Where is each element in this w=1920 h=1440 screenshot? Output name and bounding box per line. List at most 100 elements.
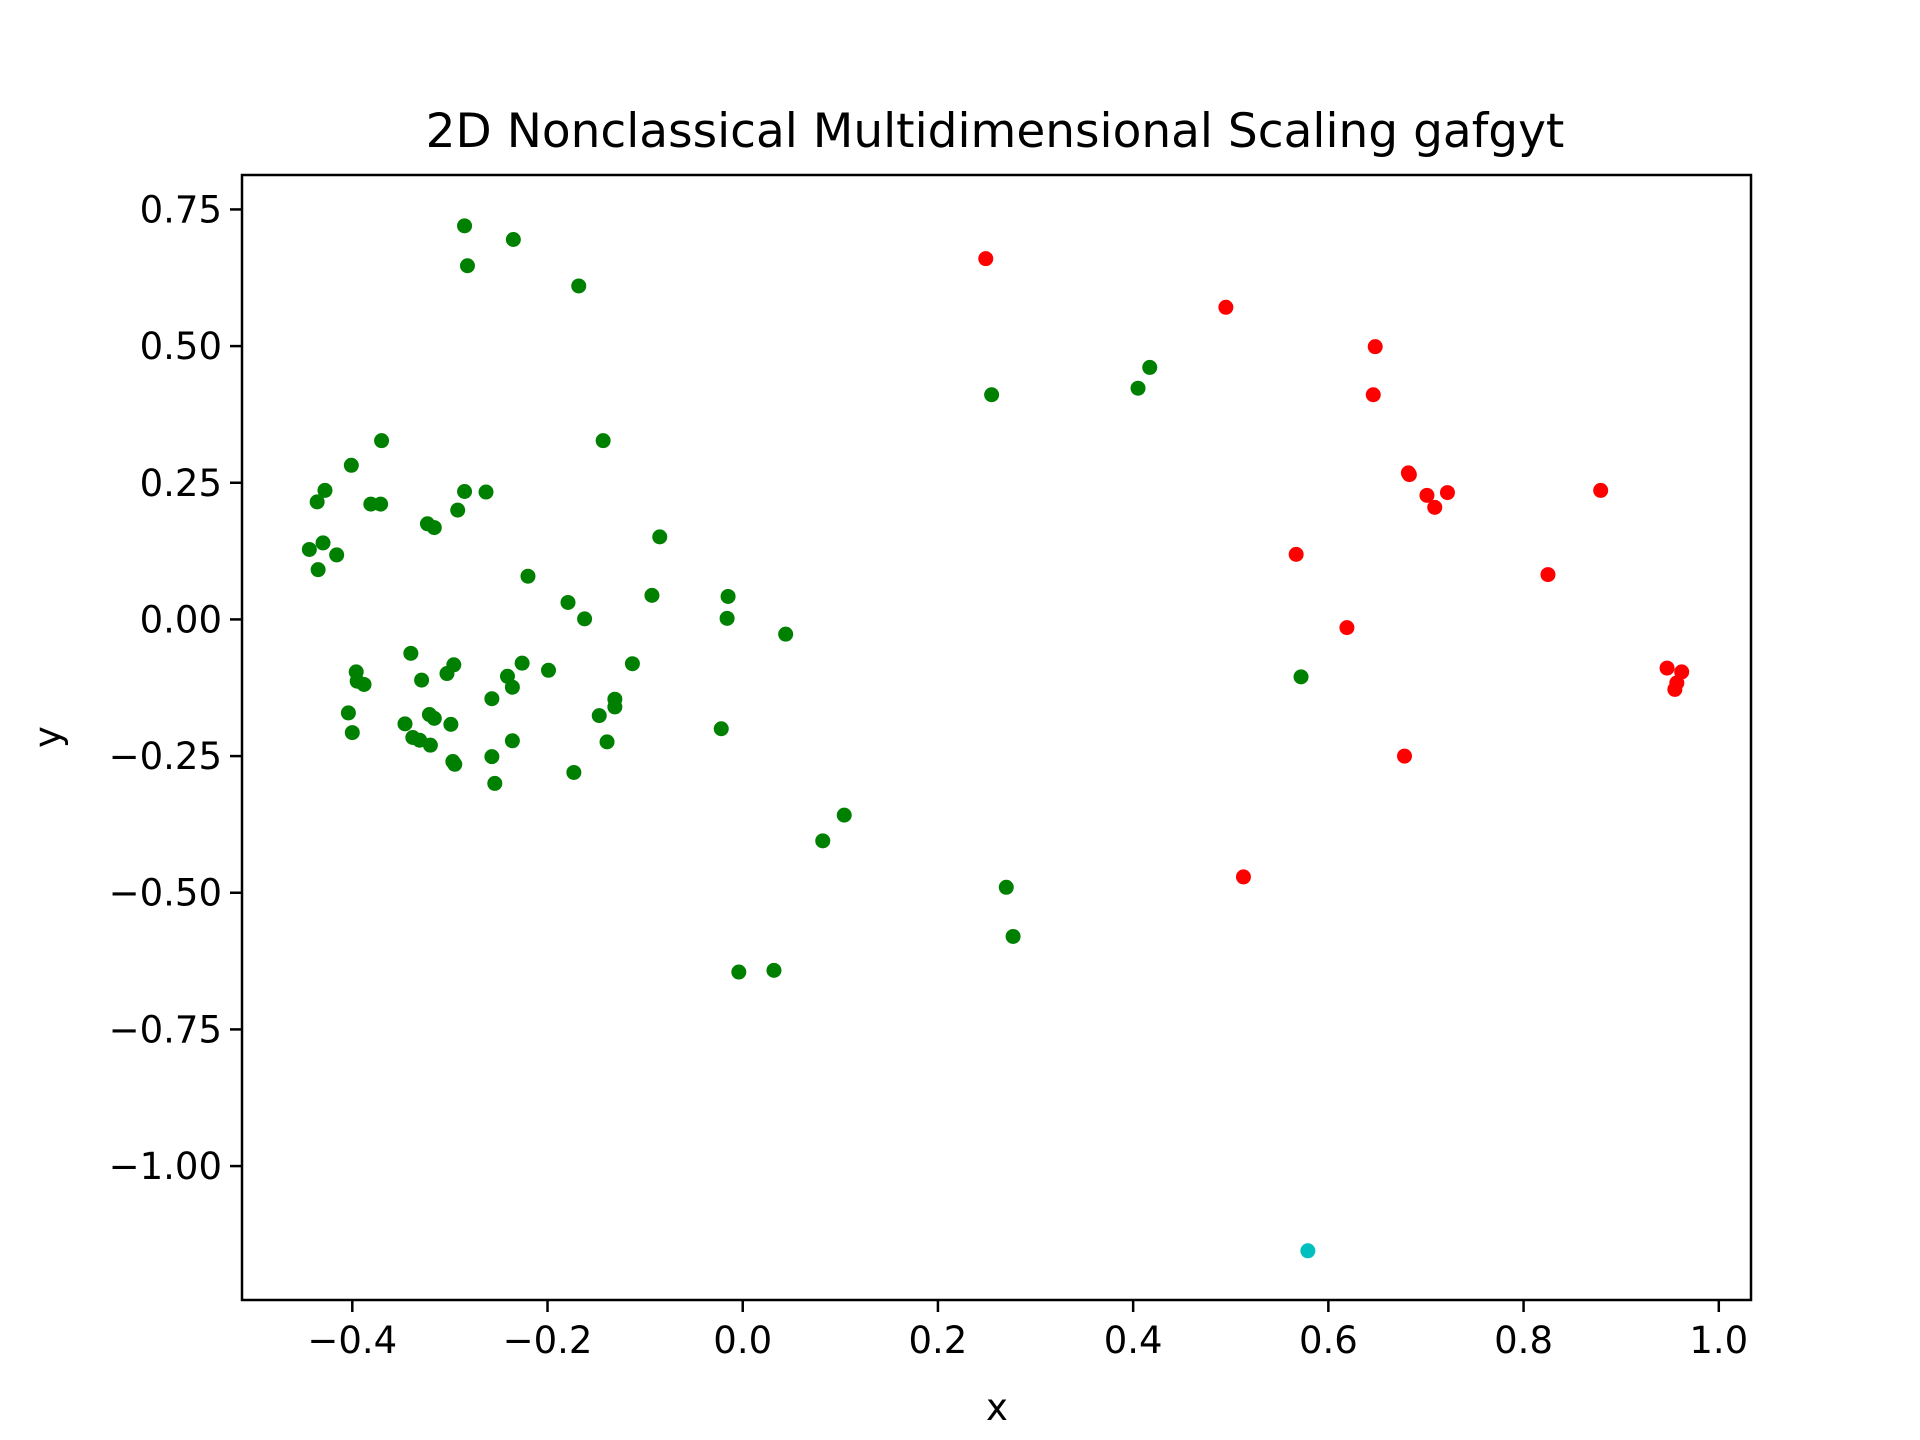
data-point <box>1339 620 1355 636</box>
data-point <box>998 879 1014 895</box>
data-point <box>457 218 473 234</box>
data-point <box>317 482 333 498</box>
data-point <box>344 725 360 741</box>
data-point <box>836 807 852 823</box>
y-tick-label: −1.00 <box>109 1145 222 1188</box>
data-point <box>426 520 442 536</box>
x-tick-label: 0.4 <box>1104 1319 1163 1362</box>
data-point <box>1142 359 1158 375</box>
x-tick-label: −0.2 <box>503 1319 593 1362</box>
data-point <box>1659 660 1675 676</box>
data-point <box>478 484 494 500</box>
data-point <box>514 655 530 671</box>
data-point <box>459 258 475 274</box>
data-point <box>1218 299 1234 315</box>
y-tick-label: −0.25 <box>109 735 222 778</box>
data-point <box>356 676 372 692</box>
data-point <box>309 494 325 510</box>
data-point <box>1439 485 1455 501</box>
y-tick-label: 0.25 <box>140 462 222 505</box>
x-axis-label: x <box>986 1386 1008 1429</box>
data-point <box>1540 567 1556 583</box>
data-point <box>1667 681 1683 697</box>
plot-frame <box>240 173 1753 1302</box>
data-point <box>439 666 455 682</box>
x-tick-label: −0.4 <box>307 1319 397 1362</box>
data-point <box>591 708 607 724</box>
data-point <box>487 775 503 791</box>
data-point <box>504 679 520 695</box>
data-point <box>443 716 459 732</box>
data-point <box>1288 546 1304 562</box>
data-point <box>315 535 331 551</box>
data-point <box>1365 387 1381 403</box>
data-point <box>1235 869 1251 885</box>
y-tick-label: −0.50 <box>109 872 222 915</box>
data-point <box>607 699 623 715</box>
data-point <box>1367 339 1383 355</box>
y-tick-label: 0.75 <box>140 188 222 231</box>
data-point <box>571 278 587 294</box>
y-tick-label: 0.50 <box>140 325 222 368</box>
data-point <box>595 433 611 449</box>
data-point <box>560 594 576 610</box>
data-point <box>577 611 593 627</box>
y-tick-label: −0.75 <box>109 1008 222 1051</box>
data-point <box>301 541 317 557</box>
y-tick-label: 0.00 <box>140 598 222 641</box>
data-point <box>329 547 345 563</box>
data-point <box>343 457 359 473</box>
data-point <box>457 484 473 500</box>
data-point <box>422 737 438 753</box>
data-point <box>1293 669 1309 685</box>
data-point <box>778 626 794 642</box>
data-point <box>720 588 736 604</box>
data-point <box>1401 467 1417 483</box>
data-point <box>644 587 660 603</box>
data-point <box>373 496 389 512</box>
data-point <box>484 749 500 765</box>
data-point <box>505 232 521 248</box>
x-tick-label: 1.0 <box>1689 1319 1748 1362</box>
data-point <box>815 833 831 849</box>
data-point <box>713 721 729 737</box>
data-point <box>374 433 390 449</box>
x-tick-label: 0.0 <box>713 1319 772 1362</box>
axes-layer: −0.4 −0.2 0.0 0.2 0.4 0.6 0.8 1.0 0.75 0.50 0.25 0.… <box>109 188 1749 1362</box>
data-point <box>1005 928 1021 944</box>
data-point <box>1593 482 1609 498</box>
data-point <box>340 705 356 721</box>
data-point <box>520 568 536 584</box>
data-point <box>1130 380 1146 396</box>
data-point <box>447 756 463 772</box>
data-point <box>403 645 419 661</box>
data-point <box>426 710 442 726</box>
data-point <box>1427 499 1443 515</box>
data-point <box>731 964 747 980</box>
x-tick-label: 0.8 <box>1494 1319 1553 1362</box>
data-point <box>450 502 466 518</box>
chart-title: 2D Nonclassical Multidimensional Scaling… <box>426 104 1565 159</box>
data-point <box>566 764 582 780</box>
data-point <box>652 529 668 545</box>
x-tick-label: 0.6 <box>1299 1319 1358 1362</box>
data-point <box>504 733 520 749</box>
data-point <box>984 387 1000 403</box>
data-point <box>719 610 735 626</box>
y-axis-label: y <box>26 726 69 748</box>
data-point <box>599 734 615 750</box>
data-point <box>484 691 500 707</box>
data-point <box>1419 487 1435 503</box>
data-point <box>540 662 556 678</box>
data-point <box>624 656 640 672</box>
data-point <box>397 716 413 732</box>
data-point <box>978 251 994 267</box>
data-point <box>1300 1243 1316 1259</box>
data-point <box>766 962 782 978</box>
data-point <box>310 562 326 578</box>
x-tick-label: 0.2 <box>909 1319 968 1362</box>
data-point <box>414 672 430 688</box>
points-layer <box>301 218 1690 1259</box>
